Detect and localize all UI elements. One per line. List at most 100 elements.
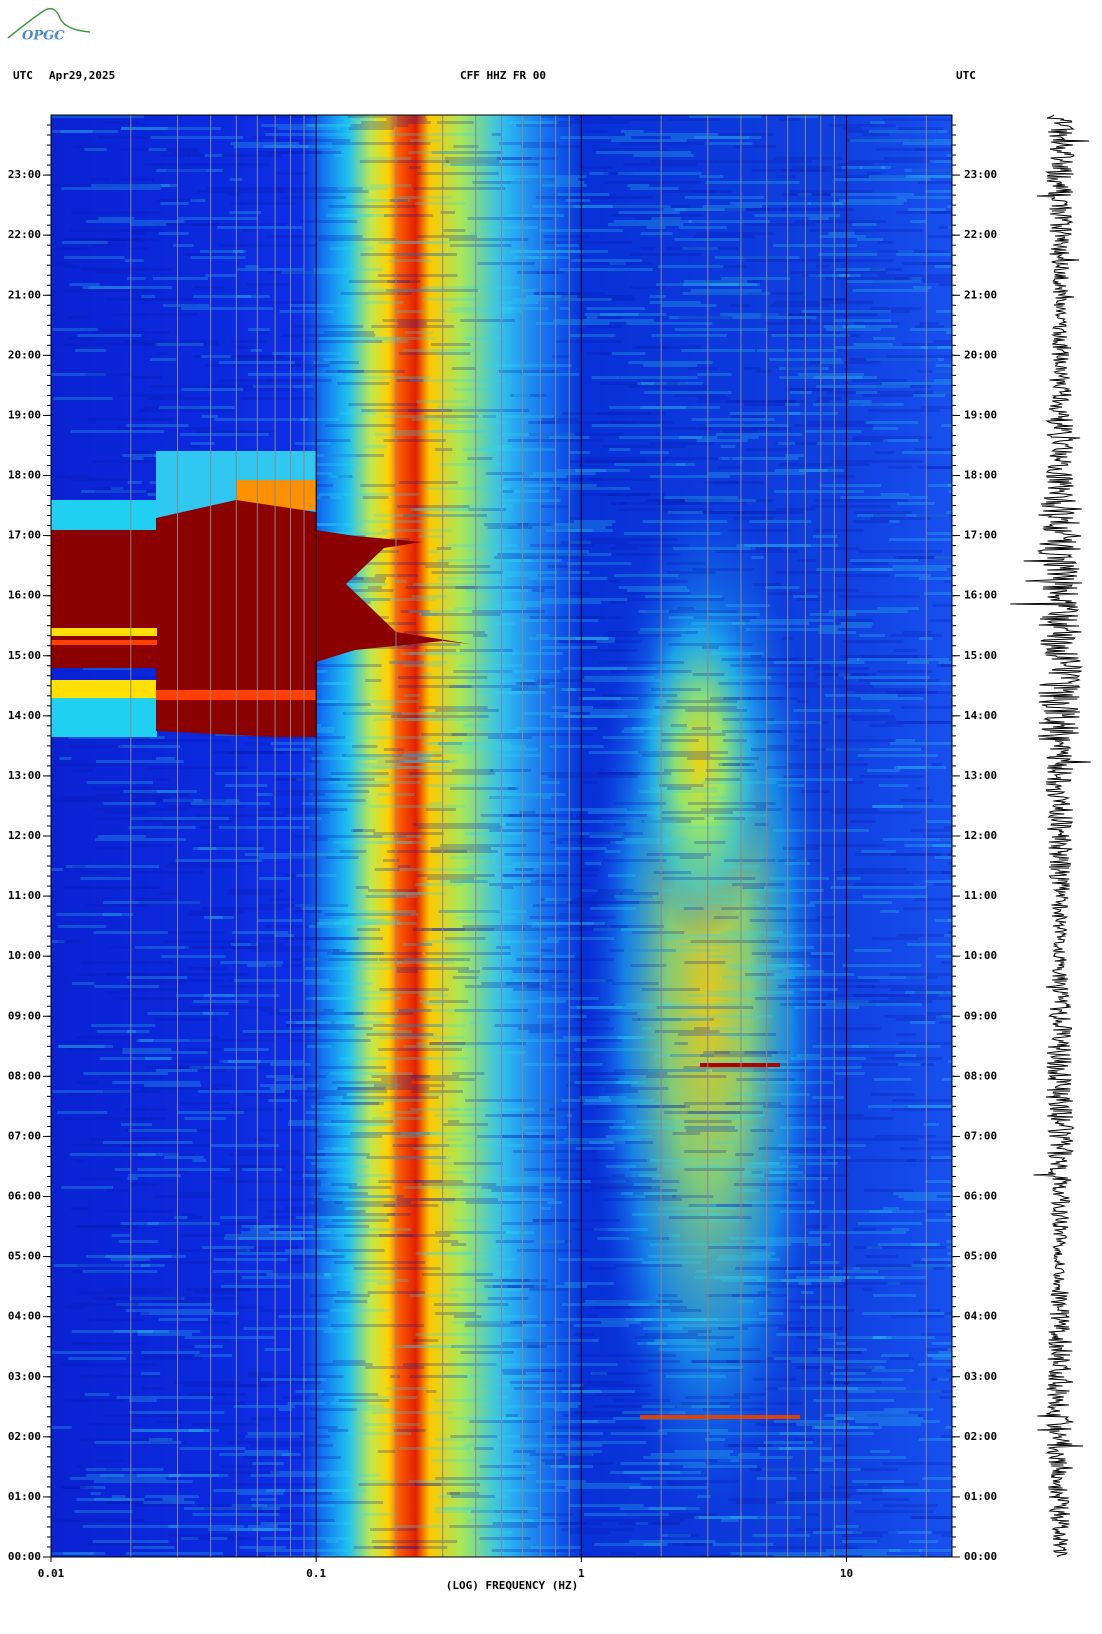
texture [765, 586, 800, 589]
texture [464, 985, 543, 988]
texture [906, 661, 929, 664]
texture [56, 262, 71, 265]
texture [300, 220, 358, 223]
texture [744, 544, 839, 547]
texture [226, 751, 323, 754]
texture [103, 811, 148, 814]
texture [291, 958, 379, 961]
texture [93, 331, 170, 334]
texture [697, 373, 732, 376]
texture [297, 1456, 342, 1459]
texture [183, 1384, 277, 1387]
texture [288, 1039, 371, 1042]
texture [667, 1534, 699, 1537]
texture [329, 1072, 413, 1075]
texture [599, 772, 635, 775]
texture [728, 1444, 773, 1447]
texture [619, 1507, 700, 1510]
texture [248, 1372, 274, 1375]
texture [398, 253, 449, 256]
texture [185, 427, 216, 430]
texture [706, 1294, 788, 1297]
texture [697, 397, 731, 400]
texture [794, 739, 895, 742]
texture [302, 367, 314, 370]
texture [611, 421, 675, 424]
texture [53, 1264, 150, 1267]
texture [715, 1258, 781, 1261]
texture [667, 118, 720, 121]
texture [449, 1108, 550, 1111]
texture [609, 448, 630, 451]
texture [379, 1036, 465, 1039]
texture [867, 769, 900, 772]
texture [897, 127, 944, 130]
texture [403, 1045, 484, 1048]
texture [872, 1336, 935, 1339]
texture [524, 688, 576, 691]
texture [356, 913, 419, 916]
texture [416, 1042, 427, 1045]
texture [67, 316, 90, 319]
texture [819, 547, 859, 550]
texture [502, 886, 514, 889]
texture [743, 1282, 786, 1285]
texture [818, 253, 878, 256]
texture [818, 631, 857, 634]
texture [568, 925, 628, 928]
texture [903, 907, 952, 910]
texture [779, 1162, 809, 1165]
logo: OPGC [7, 7, 91, 44]
texture [504, 853, 593, 856]
texture [948, 1060, 952, 1063]
texture [128, 826, 196, 829]
texture [641, 754, 711, 757]
texture [264, 1348, 291, 1351]
texture [162, 1498, 185, 1501]
texture [160, 973, 249, 976]
texture [85, 1468, 164, 1471]
texture [313, 793, 325, 796]
texture [723, 859, 797, 862]
texture [467, 1519, 534, 1522]
texture [400, 1132, 496, 1135]
texture [155, 1018, 218, 1021]
texture [460, 880, 485, 883]
texture [412, 583, 504, 586]
texture [516, 1249, 589, 1252]
texture [177, 1345, 200, 1348]
texture [521, 1063, 603, 1066]
texture [417, 235, 478, 238]
texture [350, 1132, 430, 1135]
texture [733, 1093, 810, 1096]
texture [268, 1099, 298, 1102]
texture [210, 916, 234, 919]
texture [688, 220, 770, 223]
texture [358, 1405, 385, 1408]
texture [374, 622, 416, 625]
texture [823, 403, 862, 406]
texture [528, 421, 556, 424]
texture [876, 385, 931, 388]
texture [240, 397, 314, 400]
texture [69, 1153, 156, 1156]
texture [454, 1009, 528, 1012]
texture [426, 1390, 437, 1393]
texture [192, 1423, 260, 1426]
texture [603, 172, 634, 175]
texture [720, 931, 783, 934]
texture [797, 193, 812, 196]
texture [321, 1393, 379, 1396]
texture [204, 994, 280, 997]
texture [662, 190, 717, 193]
texture [52, 1090, 131, 1093]
texture [299, 1363, 373, 1366]
texture [838, 274, 861, 277]
texture [886, 691, 912, 694]
texture [270, 1471, 350, 1474]
texture [801, 1291, 814, 1294]
texture [625, 1180, 680, 1183]
texture [95, 847, 128, 850]
texture [175, 859, 262, 862]
